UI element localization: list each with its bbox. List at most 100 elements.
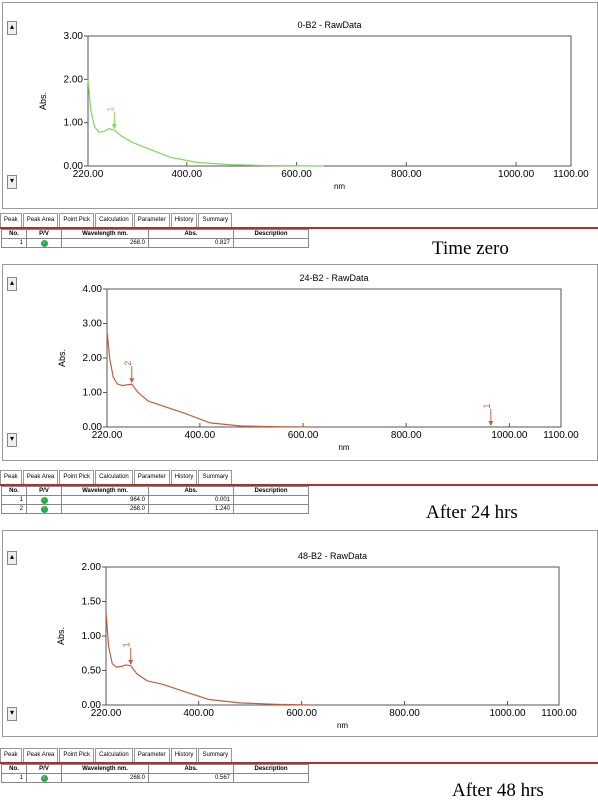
peak-arrow [129, 378, 135, 384]
chart-title: 0-B2 - RawData [297, 20, 361, 30]
tab-summary[interactable]: Summary [198, 748, 233, 762]
chart-frame: ▴ ▾ 0-B2 - RawData 220.00 400.00 600.00 800.… [2, 2, 598, 209]
plot-area [105, 566, 560, 706]
panel-48-hrs: ▴ ▾ 48-B2 - RawData 220.00 400.00 600.00 800… [0, 528, 598, 803]
divider-line [0, 484, 598, 486]
tab-calculation[interactable]: Calculation [95, 748, 133, 762]
tab-peak-area[interactable]: Peak Area [22, 470, 59, 484]
x-tick-label: 600.00 [281, 169, 312, 180]
col-no: No. [1, 486, 27, 496]
panel-time-zero: ▴ ▾ 0-B2 - RawData 220.00 400.00 600.00 800.… [0, 0, 598, 262]
cell-abs: 0.001 [148, 495, 234, 505]
x-tick-label: 600.00 [286, 708, 317, 719]
x-axis-label: nm [334, 182, 345, 191]
tab-peak[interactable]: Peak [0, 213, 22, 227]
table-row[interactable]: 2 ↑ 268.0 1.240 [1, 504, 309, 514]
peak-label: 1 [105, 107, 115, 112]
table-row[interactable]: 1 ↑ 268.0 0.567 [1, 773, 309, 783]
x-tick-label: 800.00 [389, 708, 420, 719]
divider-line [0, 227, 598, 229]
tab-history[interactable]: History [170, 213, 198, 227]
y-tick-label: 2.00 [83, 353, 103, 364]
col-pv: P/V [26, 764, 62, 774]
cell-wavelength: 268.0 [61, 504, 149, 514]
tab-history[interactable]: History [170, 748, 198, 762]
cell-description [233, 495, 309, 505]
y-tick-label: 1.50 [82, 597, 102, 608]
x-tick-label: 1000.00 [491, 430, 528, 441]
x-tick-label: 400.00 [171, 169, 202, 180]
tab-bar: Peak Peak Area Point Pick Calculation Pa… [0, 470, 234, 485]
table-row[interactable]: 1 ↑ 268.0 0.827 [1, 238, 309, 248]
peak-icon: ↑ [40, 506, 48, 513]
scroll-up-button[interactable]: ▴ [7, 21, 17, 35]
x-tick-label: 220.00 [91, 708, 122, 719]
tab-parameter[interactable]: Parameter [133, 748, 170, 762]
pv-cell: ↑ [26, 773, 62, 783]
spectrum-chart: 48-B2 - RawData 220.00 400.00 600.00 800.00 1… [56, 551, 577, 730]
chart-frame: ▴ ▾ 24-B2 - RawData 220.00 400.00 600.00 800… [2, 264, 598, 461]
col-abs: Abs. [148, 486, 234, 496]
cell-no: 1 [1, 495, 27, 505]
tab-point-pick[interactable]: Point Pick [59, 213, 95, 227]
col-wavelength: Wavelength nm. [61, 229, 149, 239]
tab-calculation[interactable]: Calculation [95, 213, 133, 227]
tab-parameter[interactable]: Parameter [133, 470, 170, 484]
tab-peak-area[interactable]: Peak Area [22, 213, 59, 227]
cell-description [233, 773, 309, 783]
scroll-down-button[interactable]: ▾ [7, 175, 17, 189]
tab-peak[interactable]: Peak [0, 470, 22, 484]
x-tick-label: 1100.00 [553, 169, 589, 180]
y-tick-label: 2.00 [64, 74, 84, 85]
cell-description [233, 238, 309, 248]
plot-area [106, 288, 562, 428]
x-tick-label: 600.00 [288, 430, 319, 441]
peak-icon: ↑ [40, 240, 48, 247]
tab-peak[interactable]: Peak [0, 748, 22, 762]
tab-bar: Peak Peak Area Point Pick Calculation Pa… [0, 748, 234, 763]
y-tick-label: 4.00 [83, 284, 103, 295]
peak-label: 2 [123, 361, 133, 366]
tab-peak-area[interactable]: Peak Area [22, 748, 59, 762]
series-line [105, 611, 312, 706]
cell-wavelength: 268.0 [61, 773, 149, 783]
pv-cell: ↑ [26, 238, 62, 248]
col-pv: P/V [26, 229, 62, 239]
scroll-up-button[interactable]: ▴ [7, 277, 17, 291]
tab-parameter[interactable]: Parameter [133, 213, 170, 227]
col-wavelength: Wavelength nm. [61, 764, 149, 774]
tab-summary[interactable]: Summary [198, 213, 233, 227]
caption: After 24 hrs [426, 502, 518, 523]
table-row[interactable]: 1 ↑ 964.0 0.001 [1, 495, 309, 505]
x-tick-label: 220.00 [73, 169, 104, 180]
y-tick-label: 0.00 [82, 700, 102, 711]
y-tick-label: 0.00 [64, 161, 84, 172]
scroll-up-button[interactable]: ▴ [7, 551, 17, 565]
y-axis-label: Abs. [38, 92, 48, 110]
caption: After 48 hrs [452, 780, 544, 801]
series-line [106, 330, 314, 428]
tab-point-pick[interactable]: Point Pick [59, 748, 95, 762]
peak-arrow [488, 420, 494, 426]
cell-no: 1 [1, 238, 27, 248]
tab-point-pick[interactable]: Point Pick [59, 470, 95, 484]
y-tick-label: 3.00 [83, 319, 103, 330]
col-abs: Abs. [148, 764, 234, 774]
chart-frame: ▴ ▾ 48-B2 - RawData 220.00 400.00 600.00 800… [2, 530, 598, 737]
x-tick-label: 800.00 [391, 430, 422, 441]
panel-24-hrs: ▴ ▾ 24-B2 - RawData 220.00 400.00 600.00 800… [0, 262, 598, 528]
y-axis-label: Abs. [56, 627, 66, 645]
tab-history[interactable]: History [170, 470, 198, 484]
scroll-down-button[interactable]: ▾ [7, 433, 17, 447]
tab-summary[interactable]: Summary [198, 470, 233, 484]
peak-table: No. P/V Wavelength nm. Abs. Description … [1, 764, 309, 783]
scroll-down-button[interactable]: ▾ [7, 707, 17, 721]
col-pv: P/V [26, 486, 62, 496]
col-description: Description [233, 764, 309, 774]
x-axis-label: nm [338, 443, 349, 452]
col-wavelength: Wavelength nm. [61, 486, 149, 496]
x-tick-label: 220.00 [92, 430, 123, 441]
y-tick-label: 1.00 [64, 118, 84, 129]
x-tick-label: 1100.00 [541, 708, 577, 719]
tab-calculation[interactable]: Calculation [95, 470, 133, 484]
